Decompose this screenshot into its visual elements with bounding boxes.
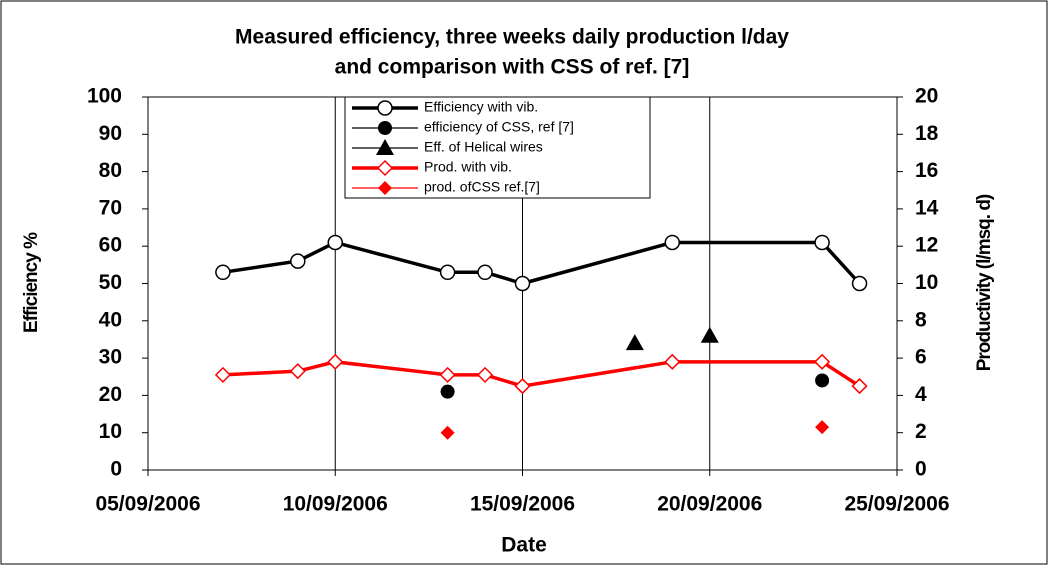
marker	[327, 353, 344, 370]
x-tick-label: 20/09/2006	[657, 493, 762, 516]
y-tick-label: 60	[99, 234, 122, 257]
marker	[289, 363, 306, 380]
legend-marker	[378, 181, 392, 195]
legend-box	[344, 96, 651, 199]
marker	[851, 378, 868, 395]
y2-tick-label: 2	[915, 420, 927, 443]
y-tick-label: 90	[99, 122, 122, 145]
marker	[664, 234, 681, 251]
marker	[815, 373, 830, 388]
y2-tick-label: 12	[915, 234, 938, 257]
marker	[700, 326, 719, 343]
y2-tick-label: 20	[915, 85, 938, 108]
marker	[851, 275, 868, 292]
legend-label: prod. ofCSS ref.[7]	[424, 179, 540, 195]
y2-tick-label: 6	[915, 346, 927, 369]
marker	[814, 353, 831, 370]
y-axis-label: Efficiency %	[21, 232, 42, 333]
y-tick-label: 0	[110, 458, 122, 481]
chart-title: and comparison with CSS of ref. [7]	[335, 56, 690, 79]
legend-label: Eff. of Helical wires	[424, 139, 543, 155]
y-tick-label: 70	[99, 196, 122, 219]
marker	[440, 425, 455, 440]
marker	[814, 234, 830, 251]
y2-tick-label: 10	[915, 271, 938, 294]
marker	[477, 264, 493, 281]
marker	[290, 253, 306, 269]
marker	[625, 334, 644, 351]
marker	[476, 366, 494, 383]
y2-tick-label: 18	[915, 122, 939, 145]
x-tick-label: 10/09/2006	[283, 493, 388, 516]
y2-tick-label: 14	[915, 196, 939, 219]
legend-marker	[377, 100, 393, 116]
y-tick-label: 10	[99, 420, 122, 443]
y-tick-label: 30	[99, 346, 122, 369]
marker	[327, 234, 343, 251]
y-tick-label: 50	[99, 271, 122, 294]
y2-tick-label: 4	[915, 383, 927, 406]
x-tick-label: 25/09/2006	[844, 493, 949, 516]
legend-label: Efficiency with vib.	[424, 99, 538, 115]
y-tick-label: 20	[99, 383, 122, 406]
marker	[514, 275, 531, 292]
marker	[815, 420, 830, 435]
y-tick-label: 80	[99, 159, 122, 182]
x-tick-label: 15/09/2006	[470, 493, 575, 516]
x-axis-label: Date	[501, 534, 547, 557]
legend-marker	[378, 121, 392, 135]
legend-label: efficiency of CSS, ref [7]	[424, 119, 574, 135]
marker	[214, 366, 231, 383]
y2-tick-label: 16	[915, 159, 938, 182]
marker	[440, 384, 455, 399]
chart-title: Measured efficiency, three weeks daily p…	[235, 26, 789, 49]
x-tick-label: 05/09/2006	[95, 493, 200, 516]
legend-marker	[376, 139, 394, 155]
marker	[215, 264, 231, 281]
marker	[439, 366, 456, 383]
legend-marker	[376, 159, 394, 177]
y2-axis-label: Productivity (l/msq. d)	[974, 194, 995, 371]
legend-label: Prod. with vib.	[424, 159, 512, 175]
y2-tick-label: 8	[915, 308, 927, 331]
marker	[439, 264, 456, 281]
marker	[514, 378, 531, 395]
marker	[664, 353, 681, 370]
y2-tick-label: 0	[915, 458, 927, 481]
y-tick-label: 40	[99, 308, 122, 331]
y-tick-label: 100	[87, 85, 122, 108]
